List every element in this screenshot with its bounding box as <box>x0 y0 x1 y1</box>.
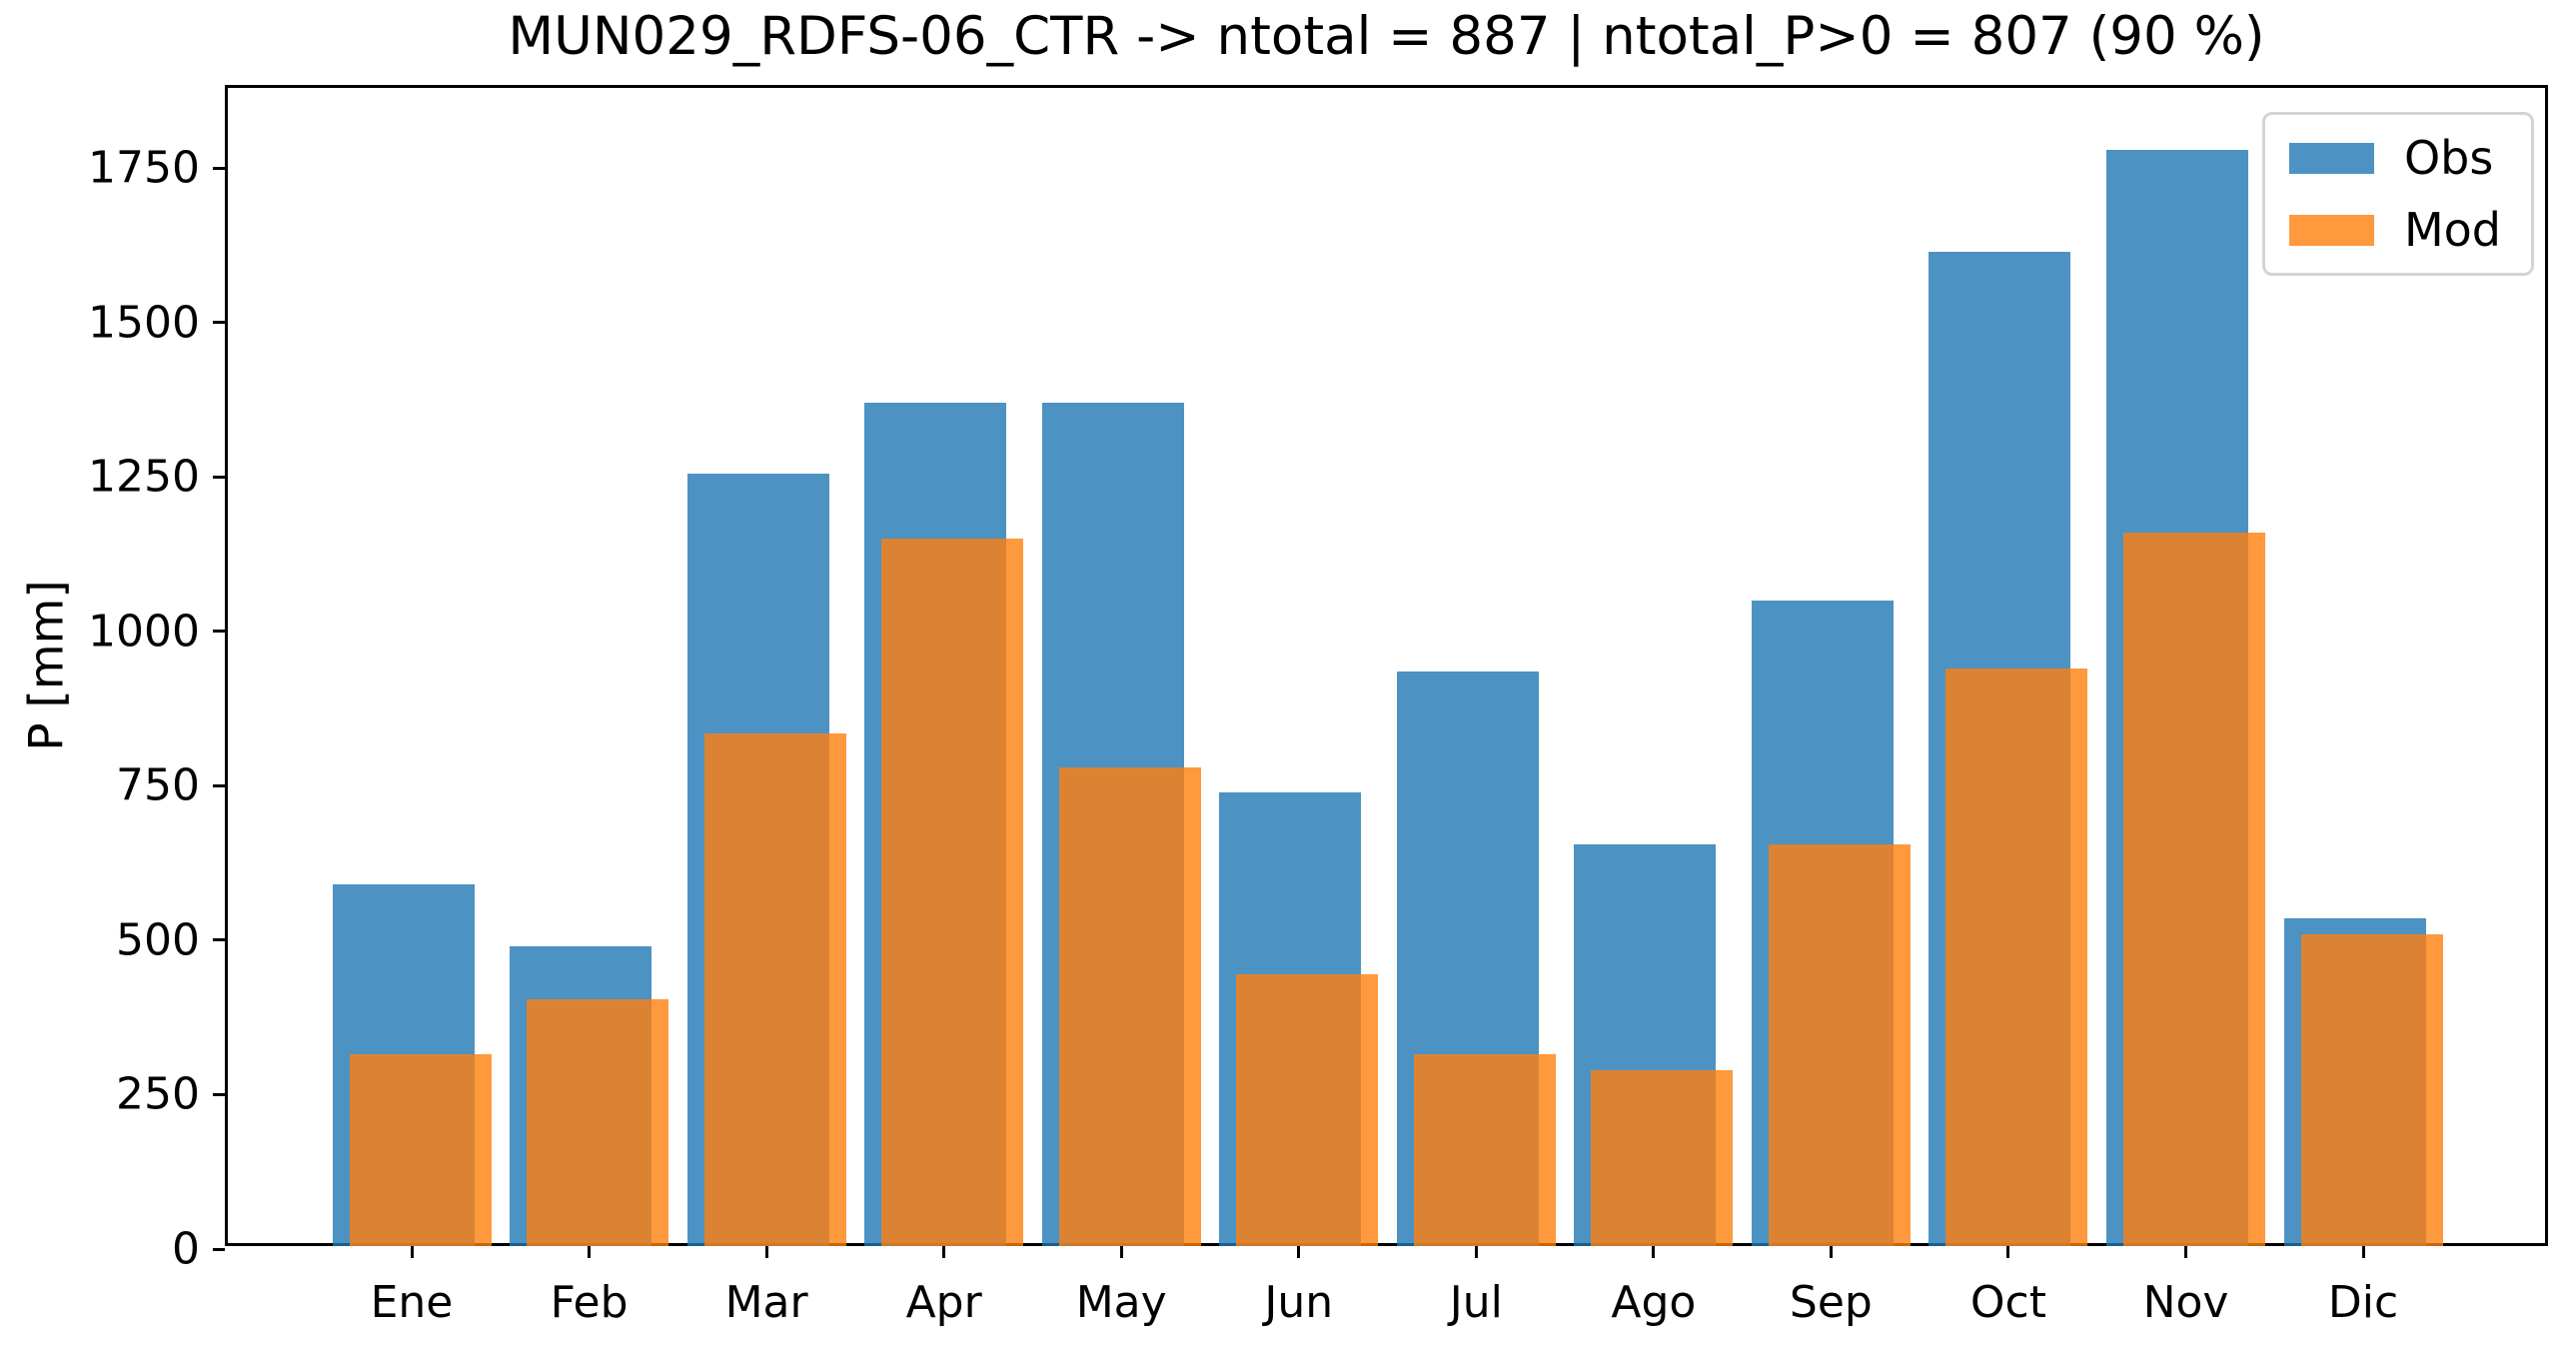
mod-bar-jul <box>1413 1054 1556 1246</box>
x-tick-label-ene: Ene <box>370 1277 454 1328</box>
x-tick-label-ago: Ago <box>1611 1277 1697 1328</box>
x-tick-label-feb: Feb <box>550 1277 629 1328</box>
x-tick-label-jun: Jun <box>1264 1277 1334 1328</box>
y-tick-1500 <box>213 321 225 325</box>
y-tick-label-500: 500 <box>116 914 200 966</box>
x-tick-label-mar: Mar <box>724 1277 808 1328</box>
y-tick-750 <box>213 783 225 787</box>
y-tick-label-0: 0 <box>172 1223 200 1275</box>
x-tick-sep <box>1829 1246 1833 1258</box>
mod-bar-feb <box>527 998 669 1246</box>
obs-legend-swatch <box>2288 142 2374 174</box>
x-tick-label-may: May <box>1075 1277 1167 1328</box>
y-tick-label-1750: 1750 <box>88 142 200 194</box>
y-tick-250 <box>213 1092 225 1096</box>
x-tick-apr <box>942 1246 946 1258</box>
x-tick-ene <box>410 1246 414 1258</box>
legend-item-obs: Obs <box>2288 131 2501 185</box>
x-tick-label-sep: Sep <box>1789 1277 1873 1328</box>
y-tick-1250 <box>213 475 225 479</box>
mod-bar-nov <box>2123 533 2265 1246</box>
y-tick-label-1250: 1250 <box>88 451 200 503</box>
mod-bar-sep <box>1768 844 1911 1246</box>
x-tick-label-jul: Jul <box>1449 1277 1503 1328</box>
x-tick-label-dic: Dic <box>2327 1277 2399 1328</box>
mod-bar-oct <box>1945 669 2088 1246</box>
legend: Obs Mod <box>2261 112 2534 276</box>
x-tick-label-nov: Nov <box>2142 1277 2229 1328</box>
y-tick-label-1000: 1000 <box>88 606 200 658</box>
y-axis-label: P [mm] <box>19 580 75 751</box>
x-tick-dic <box>2361 1246 2365 1258</box>
mod-bar-may <box>1058 766 1201 1246</box>
y-tick-500 <box>213 938 225 942</box>
mod-bar-apr <box>881 539 1024 1246</box>
x-tick-label-oct: Oct <box>1969 1277 2046 1328</box>
x-tick-nov <box>2184 1246 2187 1258</box>
mod-legend-label: Mod <box>2403 203 2501 257</box>
mod-bar-dic <box>2300 933 2443 1246</box>
y-tick-label-750: 750 <box>116 759 200 811</box>
mod-bar-jun <box>1236 974 1379 1246</box>
mod-bar-mar <box>703 732 846 1246</box>
mod-legend-swatch <box>2288 214 2374 246</box>
x-tick-feb <box>588 1246 592 1258</box>
x-tick-ago <box>1652 1246 1656 1258</box>
y-tick-1750 <box>213 166 225 170</box>
x-tick-oct <box>2006 1246 2010 1258</box>
x-tick-jul <box>1474 1246 1478 1258</box>
y-tick-0 <box>213 1247 225 1251</box>
x-tick-mar <box>764 1246 768 1258</box>
plot-area: 0 250 500 750 1000 1250 1500 1750 Ene Feb Mar Apr Ma… <box>88 85 2548 1328</box>
x-tick-may <box>1119 1246 1123 1258</box>
chart-title: MUN029_RDFS-06_CTR -> ntotal = 887 | nto… <box>508 6 2265 67</box>
legend-item-mod: Mod <box>2288 203 2501 257</box>
mod-bar-ago <box>1591 1069 1734 1246</box>
y-tick-label-250: 250 <box>116 1068 200 1120</box>
mod-bar-ene <box>349 1054 492 1246</box>
obs-legend-label: Obs <box>2403 131 2494 185</box>
y-tick-1000 <box>213 630 225 634</box>
x-tick-jun <box>1297 1246 1301 1258</box>
x-tick-label-apr: Apr <box>905 1277 982 1328</box>
y-tick-label-1500: 1500 <box>88 297 200 349</box>
